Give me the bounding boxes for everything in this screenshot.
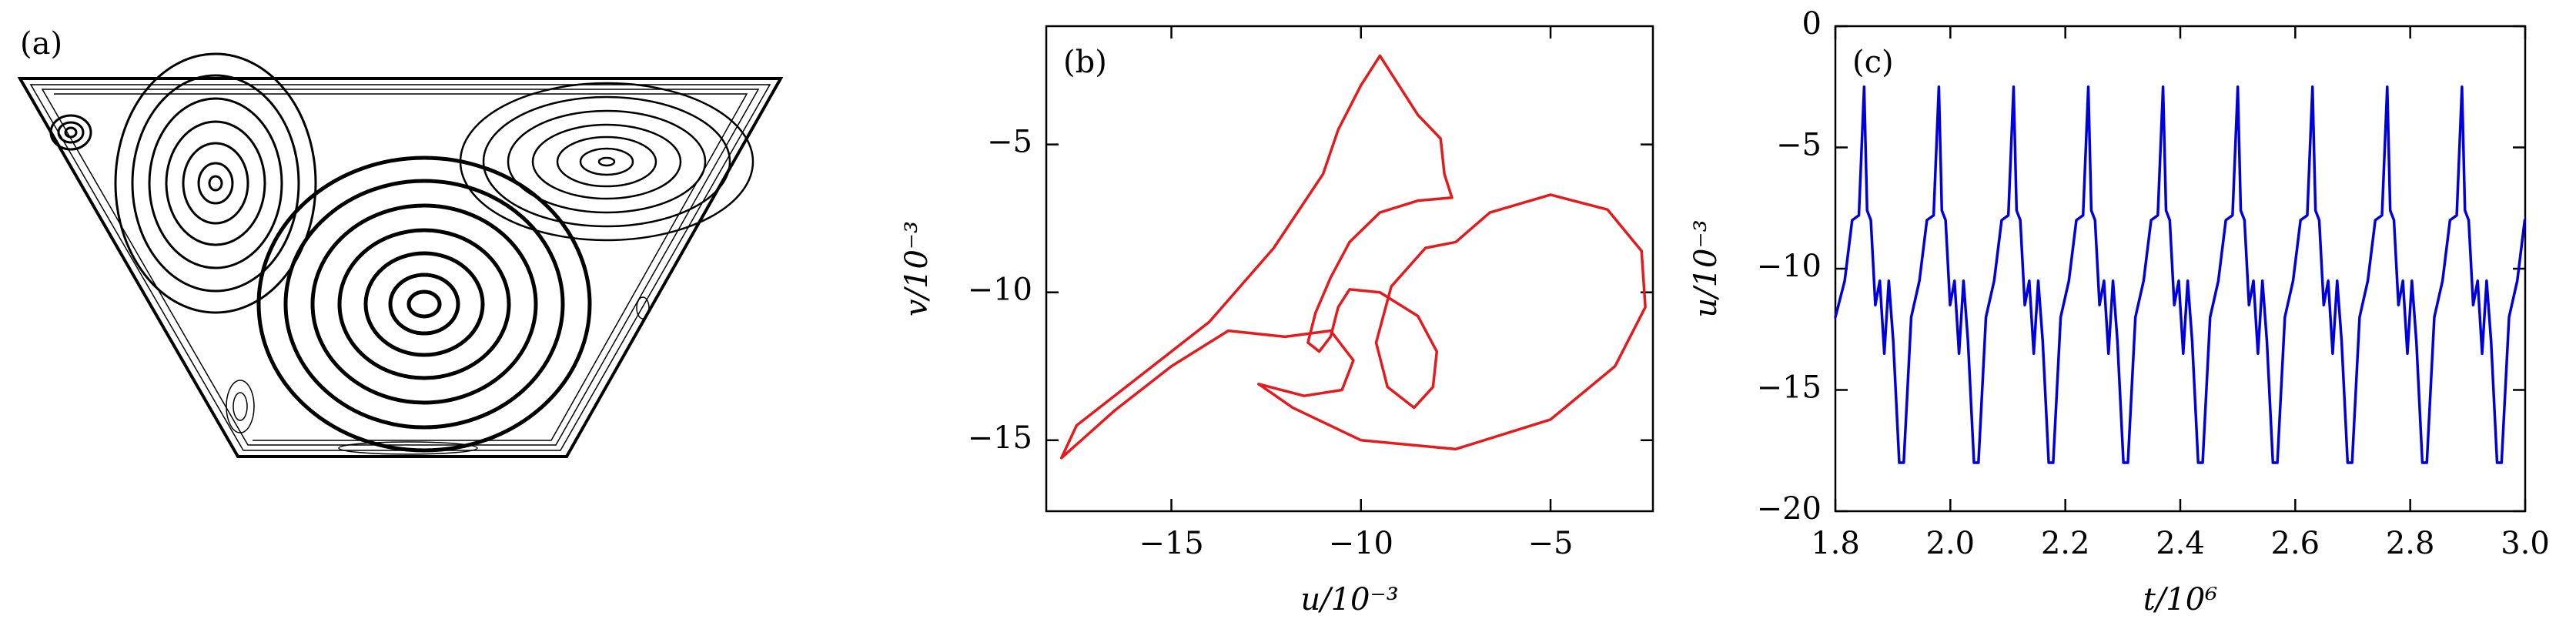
wall-streamlines xyxy=(29,84,771,451)
panel-label: (a) xyxy=(20,26,62,62)
y-tick-label: −5 xyxy=(987,125,1032,160)
x-tick-label: −15 xyxy=(1139,526,1203,561)
bottom-eddies xyxy=(226,296,650,455)
y-axis-label: u/10⁻³ xyxy=(1688,219,1724,317)
y-axis-label: v/10⁻³ xyxy=(899,221,935,316)
x-tick-label: 2.6 xyxy=(2271,526,2320,561)
center-vortex xyxy=(256,156,592,453)
y-tick-label: −5 xyxy=(1776,128,1822,163)
data-line xyxy=(1834,85,2527,464)
x-tick-label: 3.0 xyxy=(2501,526,2550,561)
panel-label: (c) xyxy=(1852,45,1894,80)
y-tick-label: 0 xyxy=(1802,6,1822,42)
x-tick-label: 2.0 xyxy=(1926,526,1975,561)
y-tick-label: −10 xyxy=(968,273,1032,308)
y-tick-label: −15 xyxy=(968,420,1032,456)
plot-frame xyxy=(1045,25,1654,513)
data-line xyxy=(1059,54,1647,460)
x-tick-label: −10 xyxy=(1329,526,1393,561)
x-tick-label: 2.2 xyxy=(2041,526,2090,561)
right-vortex xyxy=(459,82,754,242)
x-tick-label: 1.8 xyxy=(1811,526,1860,561)
x-tick-label: 2.4 xyxy=(2156,526,2205,561)
x-axis-label: u/10⁻³ xyxy=(1300,582,1398,617)
y-tick-label: −20 xyxy=(1757,491,1822,527)
streamline-plot: (a) xyxy=(17,26,784,458)
y-tick-label: −15 xyxy=(1757,370,1822,406)
x-tick-label: 2.8 xyxy=(2386,526,2435,561)
x-tick-label: −5 xyxy=(1528,526,1574,561)
cavity-outline xyxy=(17,77,784,458)
panel-label: (b) xyxy=(1063,45,1107,80)
y-tick-label: −10 xyxy=(1757,249,1822,284)
left-vortex xyxy=(114,52,317,314)
x-axis-label: t/10⁶ xyxy=(2143,582,2217,617)
corner-vortex xyxy=(49,114,92,151)
